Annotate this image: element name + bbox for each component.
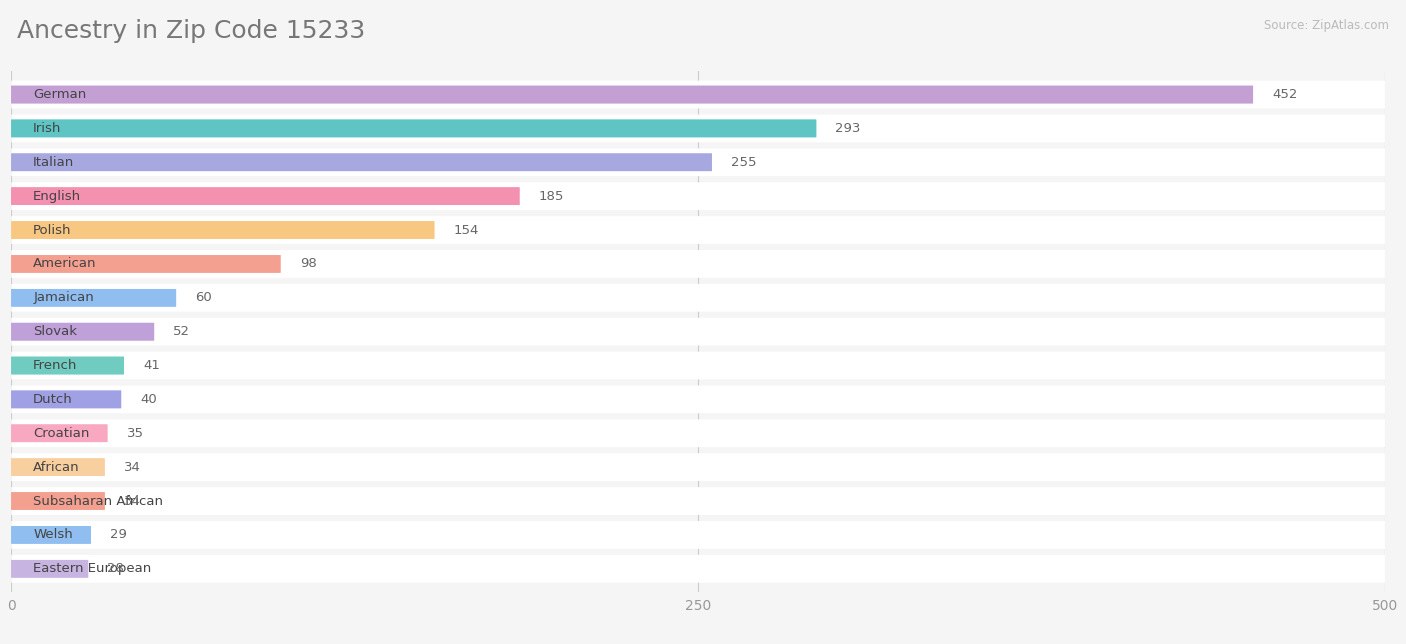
FancyBboxPatch shape xyxy=(11,492,104,510)
FancyBboxPatch shape xyxy=(11,391,121,408)
Text: 452: 452 xyxy=(1272,88,1298,101)
Text: Source: ZipAtlas.com: Source: ZipAtlas.com xyxy=(1264,19,1389,32)
FancyBboxPatch shape xyxy=(11,284,1385,312)
FancyBboxPatch shape xyxy=(11,526,91,544)
FancyBboxPatch shape xyxy=(11,352,1385,379)
Text: 185: 185 xyxy=(538,190,564,203)
Text: 41: 41 xyxy=(143,359,160,372)
Text: 35: 35 xyxy=(127,427,143,440)
Text: American: American xyxy=(34,258,97,270)
FancyBboxPatch shape xyxy=(11,120,817,137)
FancyBboxPatch shape xyxy=(11,317,1385,346)
FancyBboxPatch shape xyxy=(11,148,1385,176)
Text: 34: 34 xyxy=(124,495,141,507)
FancyBboxPatch shape xyxy=(11,453,1385,481)
Text: Slovak: Slovak xyxy=(34,325,77,338)
FancyBboxPatch shape xyxy=(11,419,1385,447)
FancyBboxPatch shape xyxy=(11,182,1385,210)
FancyBboxPatch shape xyxy=(11,250,1385,278)
FancyBboxPatch shape xyxy=(11,386,1385,413)
Text: German: German xyxy=(34,88,87,101)
FancyBboxPatch shape xyxy=(11,187,519,205)
FancyBboxPatch shape xyxy=(11,216,1385,244)
FancyBboxPatch shape xyxy=(11,115,1385,142)
Text: 98: 98 xyxy=(299,258,316,270)
Text: Dutch: Dutch xyxy=(34,393,73,406)
Text: Subsaharan African: Subsaharan African xyxy=(34,495,163,507)
Text: Ancestry in Zip Code 15233: Ancestry in Zip Code 15233 xyxy=(17,19,366,43)
FancyBboxPatch shape xyxy=(11,560,89,578)
Text: 52: 52 xyxy=(173,325,190,338)
Text: 293: 293 xyxy=(835,122,860,135)
FancyBboxPatch shape xyxy=(11,357,124,374)
FancyBboxPatch shape xyxy=(11,487,1385,515)
FancyBboxPatch shape xyxy=(11,289,176,307)
Text: French: French xyxy=(34,359,77,372)
Text: Polish: Polish xyxy=(34,223,72,236)
Text: 60: 60 xyxy=(195,291,212,304)
Text: 255: 255 xyxy=(731,156,756,169)
FancyBboxPatch shape xyxy=(11,323,155,341)
FancyBboxPatch shape xyxy=(11,80,1385,108)
Text: 34: 34 xyxy=(124,460,141,473)
FancyBboxPatch shape xyxy=(11,555,1385,583)
Text: Eastern European: Eastern European xyxy=(34,562,152,575)
Text: Jamaican: Jamaican xyxy=(34,291,94,304)
FancyBboxPatch shape xyxy=(11,255,280,272)
Text: Italian: Italian xyxy=(34,156,75,169)
Text: 28: 28 xyxy=(107,562,124,575)
Text: African: African xyxy=(34,460,80,473)
Text: Irish: Irish xyxy=(34,122,62,135)
Text: Croatian: Croatian xyxy=(34,427,90,440)
FancyBboxPatch shape xyxy=(11,86,1253,103)
FancyBboxPatch shape xyxy=(11,424,107,442)
Text: 29: 29 xyxy=(110,528,127,542)
FancyBboxPatch shape xyxy=(11,521,1385,549)
Text: English: English xyxy=(34,190,82,203)
FancyBboxPatch shape xyxy=(11,153,711,171)
Text: 40: 40 xyxy=(141,393,157,406)
FancyBboxPatch shape xyxy=(11,222,434,239)
FancyBboxPatch shape xyxy=(11,459,104,476)
Text: 154: 154 xyxy=(454,223,479,236)
Text: Welsh: Welsh xyxy=(34,528,73,542)
